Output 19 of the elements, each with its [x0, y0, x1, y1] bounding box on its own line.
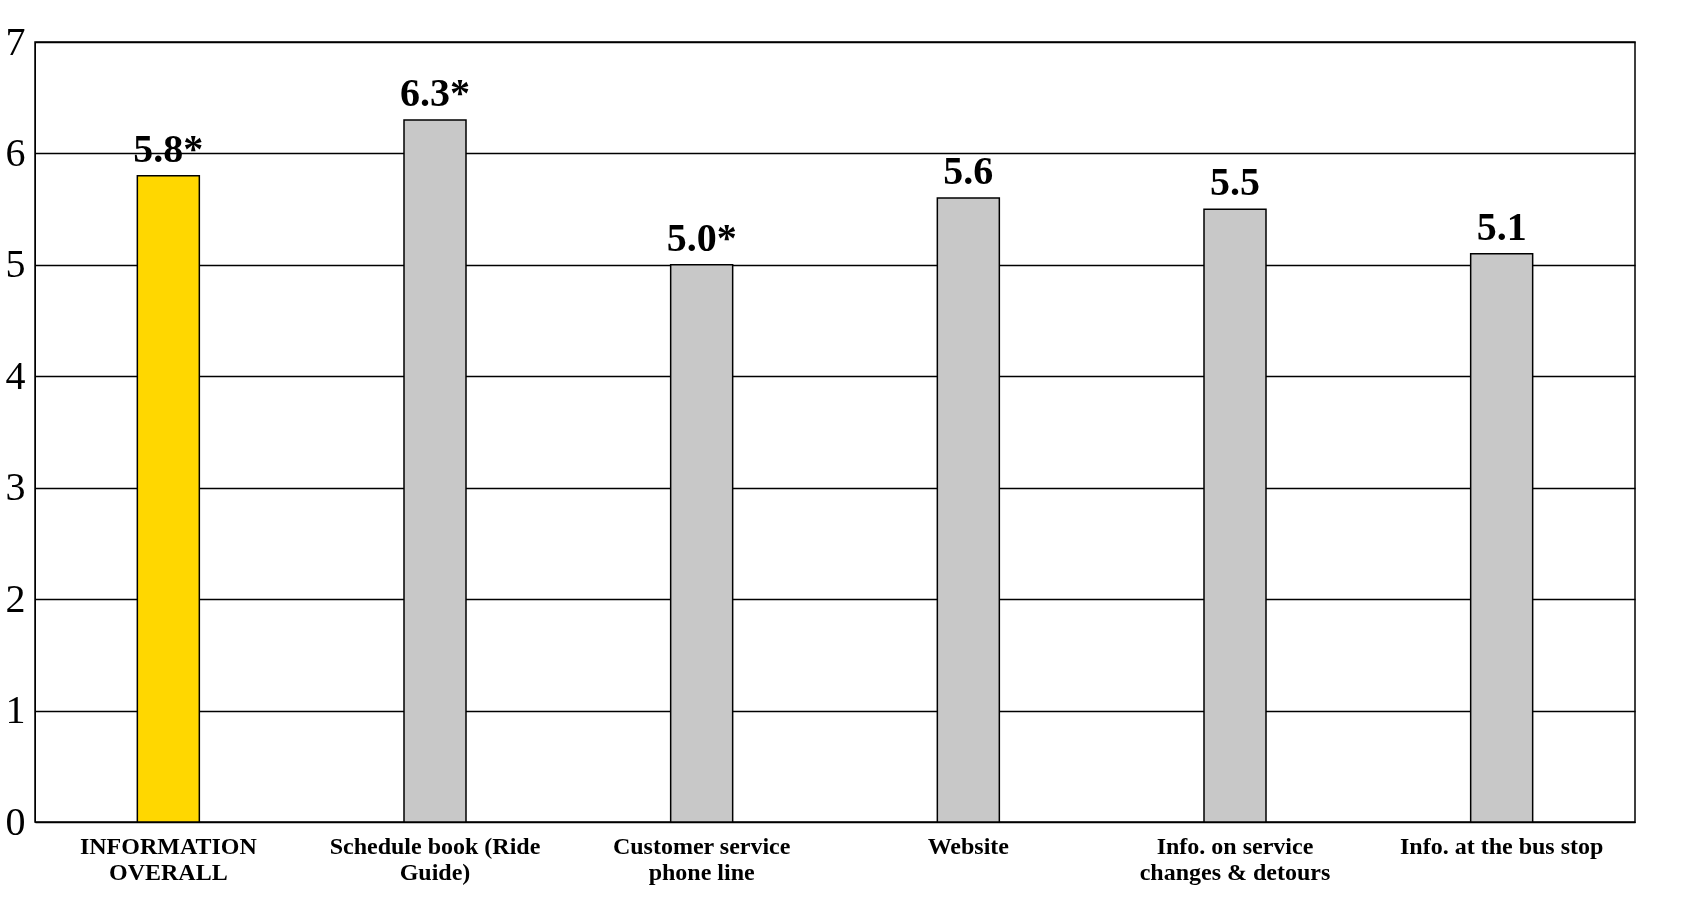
y-tick-label: 1	[5, 687, 26, 733]
data-label: 5.6	[943, 148, 994, 193]
data-label: 5.1	[1476, 203, 1527, 249]
data-label: 5.5	[1210, 159, 1260, 205]
y-tick-label: 0	[5, 798, 26, 844]
y-tick-label: 3	[5, 464, 26, 510]
x-tick-label: Info. at the bus stop	[1399, 832, 1604, 859]
data-label: 6.3*	[400, 70, 470, 115]
y-tick-label: 7	[5, 18, 26, 64]
x-tick-label: Website	[927, 832, 1010, 859]
y-tick-label: 5	[5, 241, 26, 287]
y-tick-label: 4	[5, 352, 26, 398]
y-tick-label: 6	[5, 129, 26, 175]
x-tick-label: Customer service phone line	[612, 832, 791, 885]
x-tick-label: INFORMATION OVERALL	[79, 832, 258, 885]
data-label: 5.0*	[666, 214, 737, 260]
y-tick-label: 2	[5, 575, 26, 621]
x-tick-label: Info. on service changes & detours	[1139, 832, 1331, 885]
x-tick-label: Schedule book (Ride Guide)	[329, 832, 541, 885]
